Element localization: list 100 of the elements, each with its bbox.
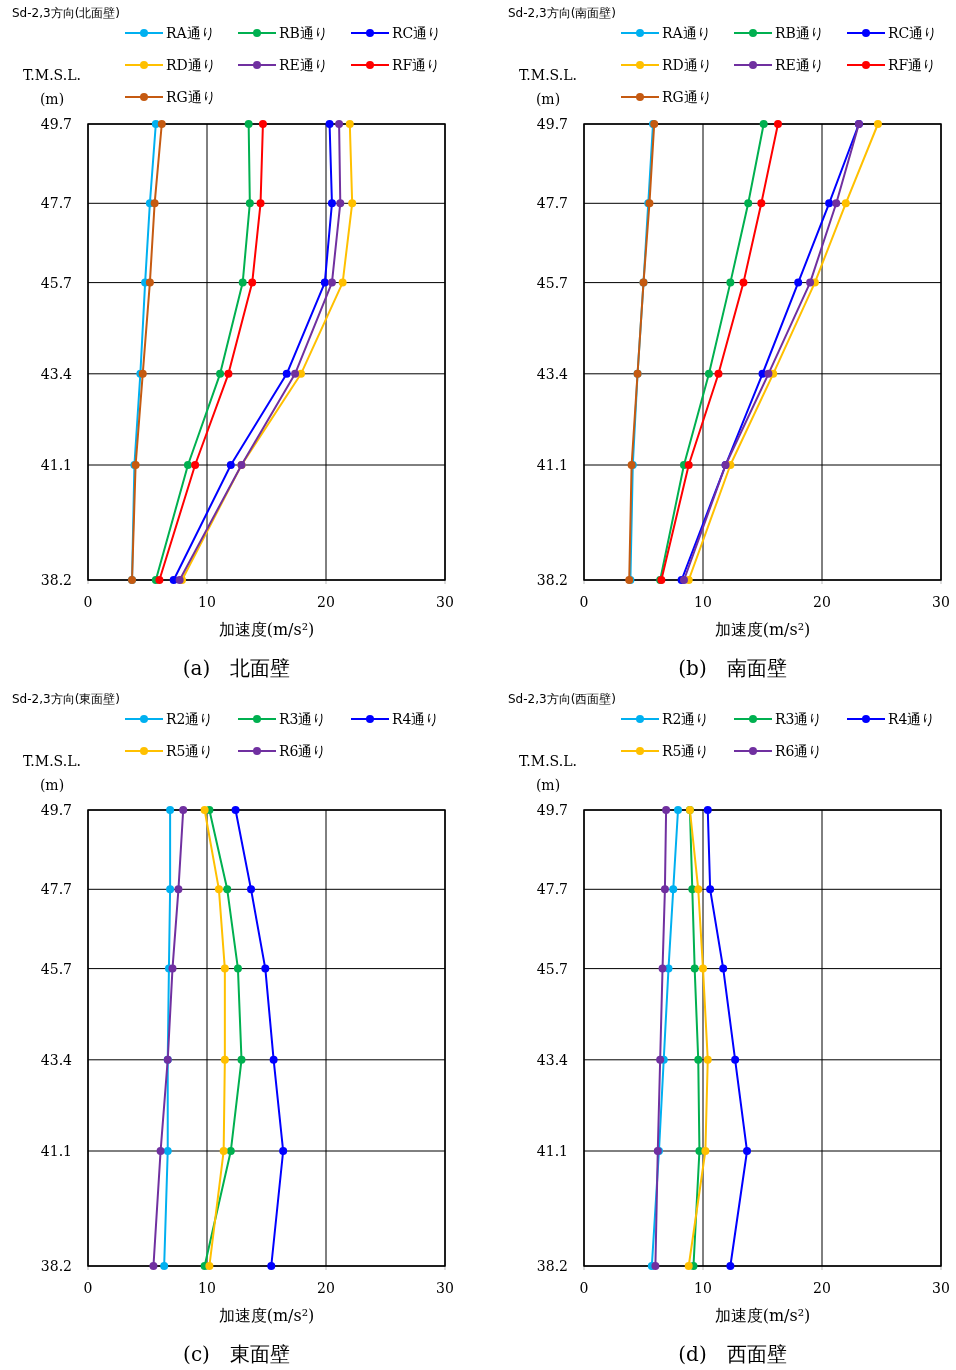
y-tick-label: 41.1 bbox=[40, 457, 72, 474]
point bbox=[261, 964, 270, 973]
point bbox=[216, 369, 225, 378]
point bbox=[166, 806, 175, 814]
point bbox=[168, 964, 177, 973]
point bbox=[226, 461, 235, 470]
point bbox=[719, 964, 728, 973]
point bbox=[220, 964, 229, 973]
point bbox=[704, 369, 713, 378]
y-tick-label: 43.4 bbox=[40, 1051, 73, 1068]
point bbox=[327, 278, 336, 287]
y-tick-label: 41.1 bbox=[536, 457, 568, 474]
point bbox=[706, 885, 715, 894]
point bbox=[825, 199, 834, 208]
y-tick-label: 45.7 bbox=[40, 960, 72, 977]
point bbox=[279, 1147, 288, 1156]
text: (c) 東面壁 bbox=[183, 1342, 290, 1366]
point bbox=[291, 369, 300, 378]
legend-label: R2通り bbox=[166, 711, 214, 727]
point bbox=[684, 1262, 693, 1270]
legend-label: R6通り bbox=[279, 743, 327, 759]
y-tick-label: 45.7 bbox=[536, 274, 568, 291]
point bbox=[248, 278, 257, 287]
point bbox=[743, 1147, 752, 1156]
text: (b) 南面壁 bbox=[678, 656, 787, 680]
x-tick-label: 30 bbox=[436, 594, 454, 610]
point bbox=[325, 120, 334, 128]
y-tick-label: 47.7 bbox=[40, 195, 72, 212]
point bbox=[179, 806, 188, 814]
point bbox=[832, 199, 841, 208]
text: (a) 北面壁 bbox=[182, 656, 291, 680]
point bbox=[214, 885, 223, 894]
point bbox=[348, 199, 357, 208]
point bbox=[841, 199, 850, 208]
x-tick-label: 30 bbox=[436, 1280, 454, 1296]
y-axis-title: T.M.S.L. (m) bbox=[519, 67, 577, 107]
point bbox=[327, 199, 336, 208]
legend-label: RC通り bbox=[392, 25, 442, 41]
point bbox=[703, 1055, 712, 1064]
point bbox=[660, 885, 669, 894]
x-axis-title: 加速度(m/s²) bbox=[714, 1306, 811, 1325]
point bbox=[699, 964, 707, 973]
point bbox=[150, 199, 159, 208]
point bbox=[238, 278, 247, 287]
point bbox=[651, 1262, 660, 1270]
point bbox=[245, 199, 254, 208]
x-tick-label: 0 bbox=[579, 594, 589, 610]
legend-label: RE通り bbox=[279, 57, 328, 73]
point bbox=[806, 278, 815, 287]
legend-label: RA通り bbox=[662, 25, 711, 41]
legend-label: RE通り bbox=[775, 57, 824, 73]
y-tick-label: 38.2 bbox=[536, 572, 568, 588]
point bbox=[224, 369, 233, 378]
point bbox=[773, 120, 782, 128]
text: (d) 西面壁 bbox=[678, 1342, 787, 1366]
y-tick-label: 49.7 bbox=[40, 802, 72, 818]
x-tick-label: 20 bbox=[813, 594, 831, 610]
point bbox=[247, 885, 256, 894]
point bbox=[156, 1147, 165, 1156]
point bbox=[669, 885, 678, 894]
point bbox=[244, 120, 253, 128]
point bbox=[256, 199, 265, 208]
x-tick-label: 20 bbox=[813, 1280, 831, 1296]
point bbox=[694, 1055, 703, 1064]
x-tick-label: 0 bbox=[83, 1280, 93, 1296]
point bbox=[166, 885, 175, 894]
y-axis-title: T.M.S.L. (m) bbox=[23, 753, 81, 793]
point bbox=[163, 1147, 172, 1156]
point bbox=[690, 964, 699, 973]
x-tick-label: 20 bbox=[317, 1280, 335, 1296]
chart-title: Sd-2,3方向(東面壁) bbox=[12, 692, 121, 706]
legend-label: R3通り bbox=[279, 711, 327, 727]
point bbox=[703, 806, 712, 814]
legend-label: R5通り bbox=[166, 743, 214, 759]
point bbox=[694, 885, 703, 894]
x-tick-label: 10 bbox=[694, 1280, 712, 1296]
point bbox=[744, 199, 753, 208]
legend-label: RF通り bbox=[888, 57, 937, 73]
y-tick-label: 49.7 bbox=[536, 802, 568, 818]
legend-label: R5通り bbox=[662, 743, 710, 759]
point bbox=[220, 1055, 229, 1064]
point bbox=[757, 199, 766, 208]
point bbox=[794, 278, 803, 287]
y-tick-label: 45.7 bbox=[40, 274, 72, 291]
point bbox=[160, 1262, 169, 1270]
legend-label: RG通り bbox=[166, 89, 216, 105]
point bbox=[223, 885, 232, 894]
y-tick-label: 45.7 bbox=[536, 960, 568, 977]
point bbox=[269, 1055, 278, 1064]
point bbox=[191, 461, 200, 470]
point bbox=[200, 806, 209, 814]
point bbox=[205, 1262, 214, 1270]
legend-label: RB通り bbox=[775, 25, 824, 41]
point bbox=[674, 806, 683, 814]
point bbox=[764, 369, 773, 378]
point bbox=[258, 120, 267, 128]
y-tick-label: 38.2 bbox=[40, 1258, 72, 1274]
point bbox=[233, 964, 242, 973]
point bbox=[282, 369, 291, 378]
point bbox=[183, 461, 192, 470]
